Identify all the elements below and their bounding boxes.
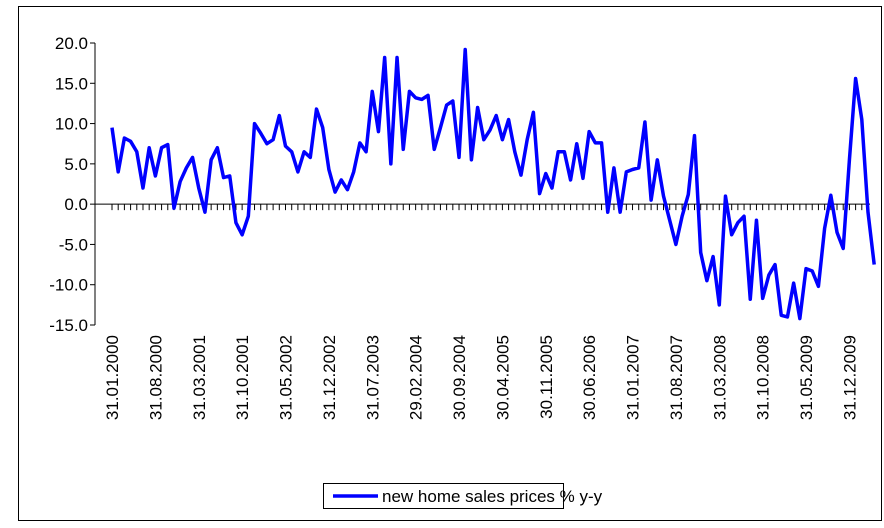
x-tick-label: 31.12.2002 bbox=[320, 335, 339, 420]
x-tick-label: 29.02.2004 bbox=[407, 335, 426, 420]
x-tick-label: 30.11.2005 bbox=[537, 335, 556, 419]
y-tick-label: -10.0 bbox=[49, 276, 88, 295]
legend: new home sales prices % y-y bbox=[323, 483, 603, 509]
x-tick-label: 31.01.2000 bbox=[103, 335, 122, 420]
x-tick-label: 31.08.2000 bbox=[146, 335, 165, 420]
x-tick-label: 30.09.2004 bbox=[450, 335, 469, 420]
x-tick-label: 31.03.2001 bbox=[190, 335, 209, 420]
x-tick-label: 31.12.2009 bbox=[840, 335, 859, 420]
x-tick-label: 31.05.2002 bbox=[277, 335, 296, 420]
x-tick-label: 31.10.2001 bbox=[233, 335, 252, 420]
x-tick-label: 31.01.2007 bbox=[624, 335, 643, 420]
y-tick-label: 5.0 bbox=[64, 155, 88, 174]
x-tick-label: 31.03.2008 bbox=[710, 335, 729, 420]
legend-label: new home sales prices % y-y bbox=[382, 487, 603, 506]
x-tick-label: 31.08.2007 bbox=[667, 335, 686, 420]
data-line bbox=[110, 47, 876, 321]
y-tick-label: 20.0 bbox=[55, 34, 88, 53]
legend-box bbox=[323, 483, 564, 509]
y-tick-label: 15.0 bbox=[55, 74, 88, 93]
y-tick-label: -5.0 bbox=[59, 235, 88, 254]
x-tick-label: 31.05.2009 bbox=[797, 335, 816, 420]
y-tick-label: 10.0 bbox=[55, 115, 88, 134]
x-tick-label: 31.07.2003 bbox=[363, 335, 382, 420]
plot-area bbox=[95, 43, 870, 325]
x-tick-label: 31.10.2008 bbox=[754, 335, 773, 420]
x-tick-label: 30.06.2006 bbox=[580, 335, 599, 420]
y-tick-label: 0.0 bbox=[64, 195, 88, 214]
x-tick-label: 30.04.2005 bbox=[493, 335, 512, 420]
y-tick-label: -15.0 bbox=[49, 316, 88, 335]
